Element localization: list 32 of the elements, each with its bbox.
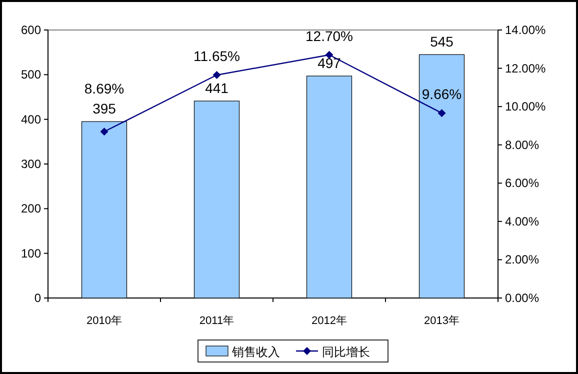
y-tick-label: 0 [34,291,42,305]
data-label: 497 [318,55,342,72]
y2-tick-label: 14.00% [505,23,546,37]
y2-tick-label: 12.00% [505,61,546,76]
data-label: 395 [92,100,116,117]
legend-label: 同比增长 [322,345,370,359]
y2-tick-label: 4.00% [505,214,540,228]
point [100,128,108,136]
data-label: 441 [205,80,229,96]
y-tick-label: 300 [20,157,42,171]
y-tick-label: 200 [20,202,42,216]
x-tick-label: 2013年 [424,315,460,327]
y2-tick-label: 6.00% [505,176,540,190]
y-tick-label: 400 [20,112,42,126]
y-tick-label: 100 [20,246,42,260]
data-label: 11.65% [194,48,240,64]
y2-tick-label: 8.00% [505,138,540,152]
point [212,70,221,79]
y2-tick-label: 2.00% [505,252,540,267]
y-tick-label: 500 [20,68,42,82]
data-label: 545 [430,34,454,50]
x-tick-label: 2012年 [312,315,347,327]
y2-tick-label: 10.00% [505,100,546,114]
point [438,109,446,118]
legend-label: 销售收入 [231,345,280,359]
y-tick-label: 600 [20,23,42,37]
data-label: 12.70% [306,28,353,44]
x-tick-label: 2011年 [199,315,234,327]
y2-tick-label: 0.00% [505,291,540,305]
data-label: 8.69% [84,80,124,97]
data-label: 9.66% [422,86,462,102]
x-tick-label: 2010年 [86,315,122,327]
